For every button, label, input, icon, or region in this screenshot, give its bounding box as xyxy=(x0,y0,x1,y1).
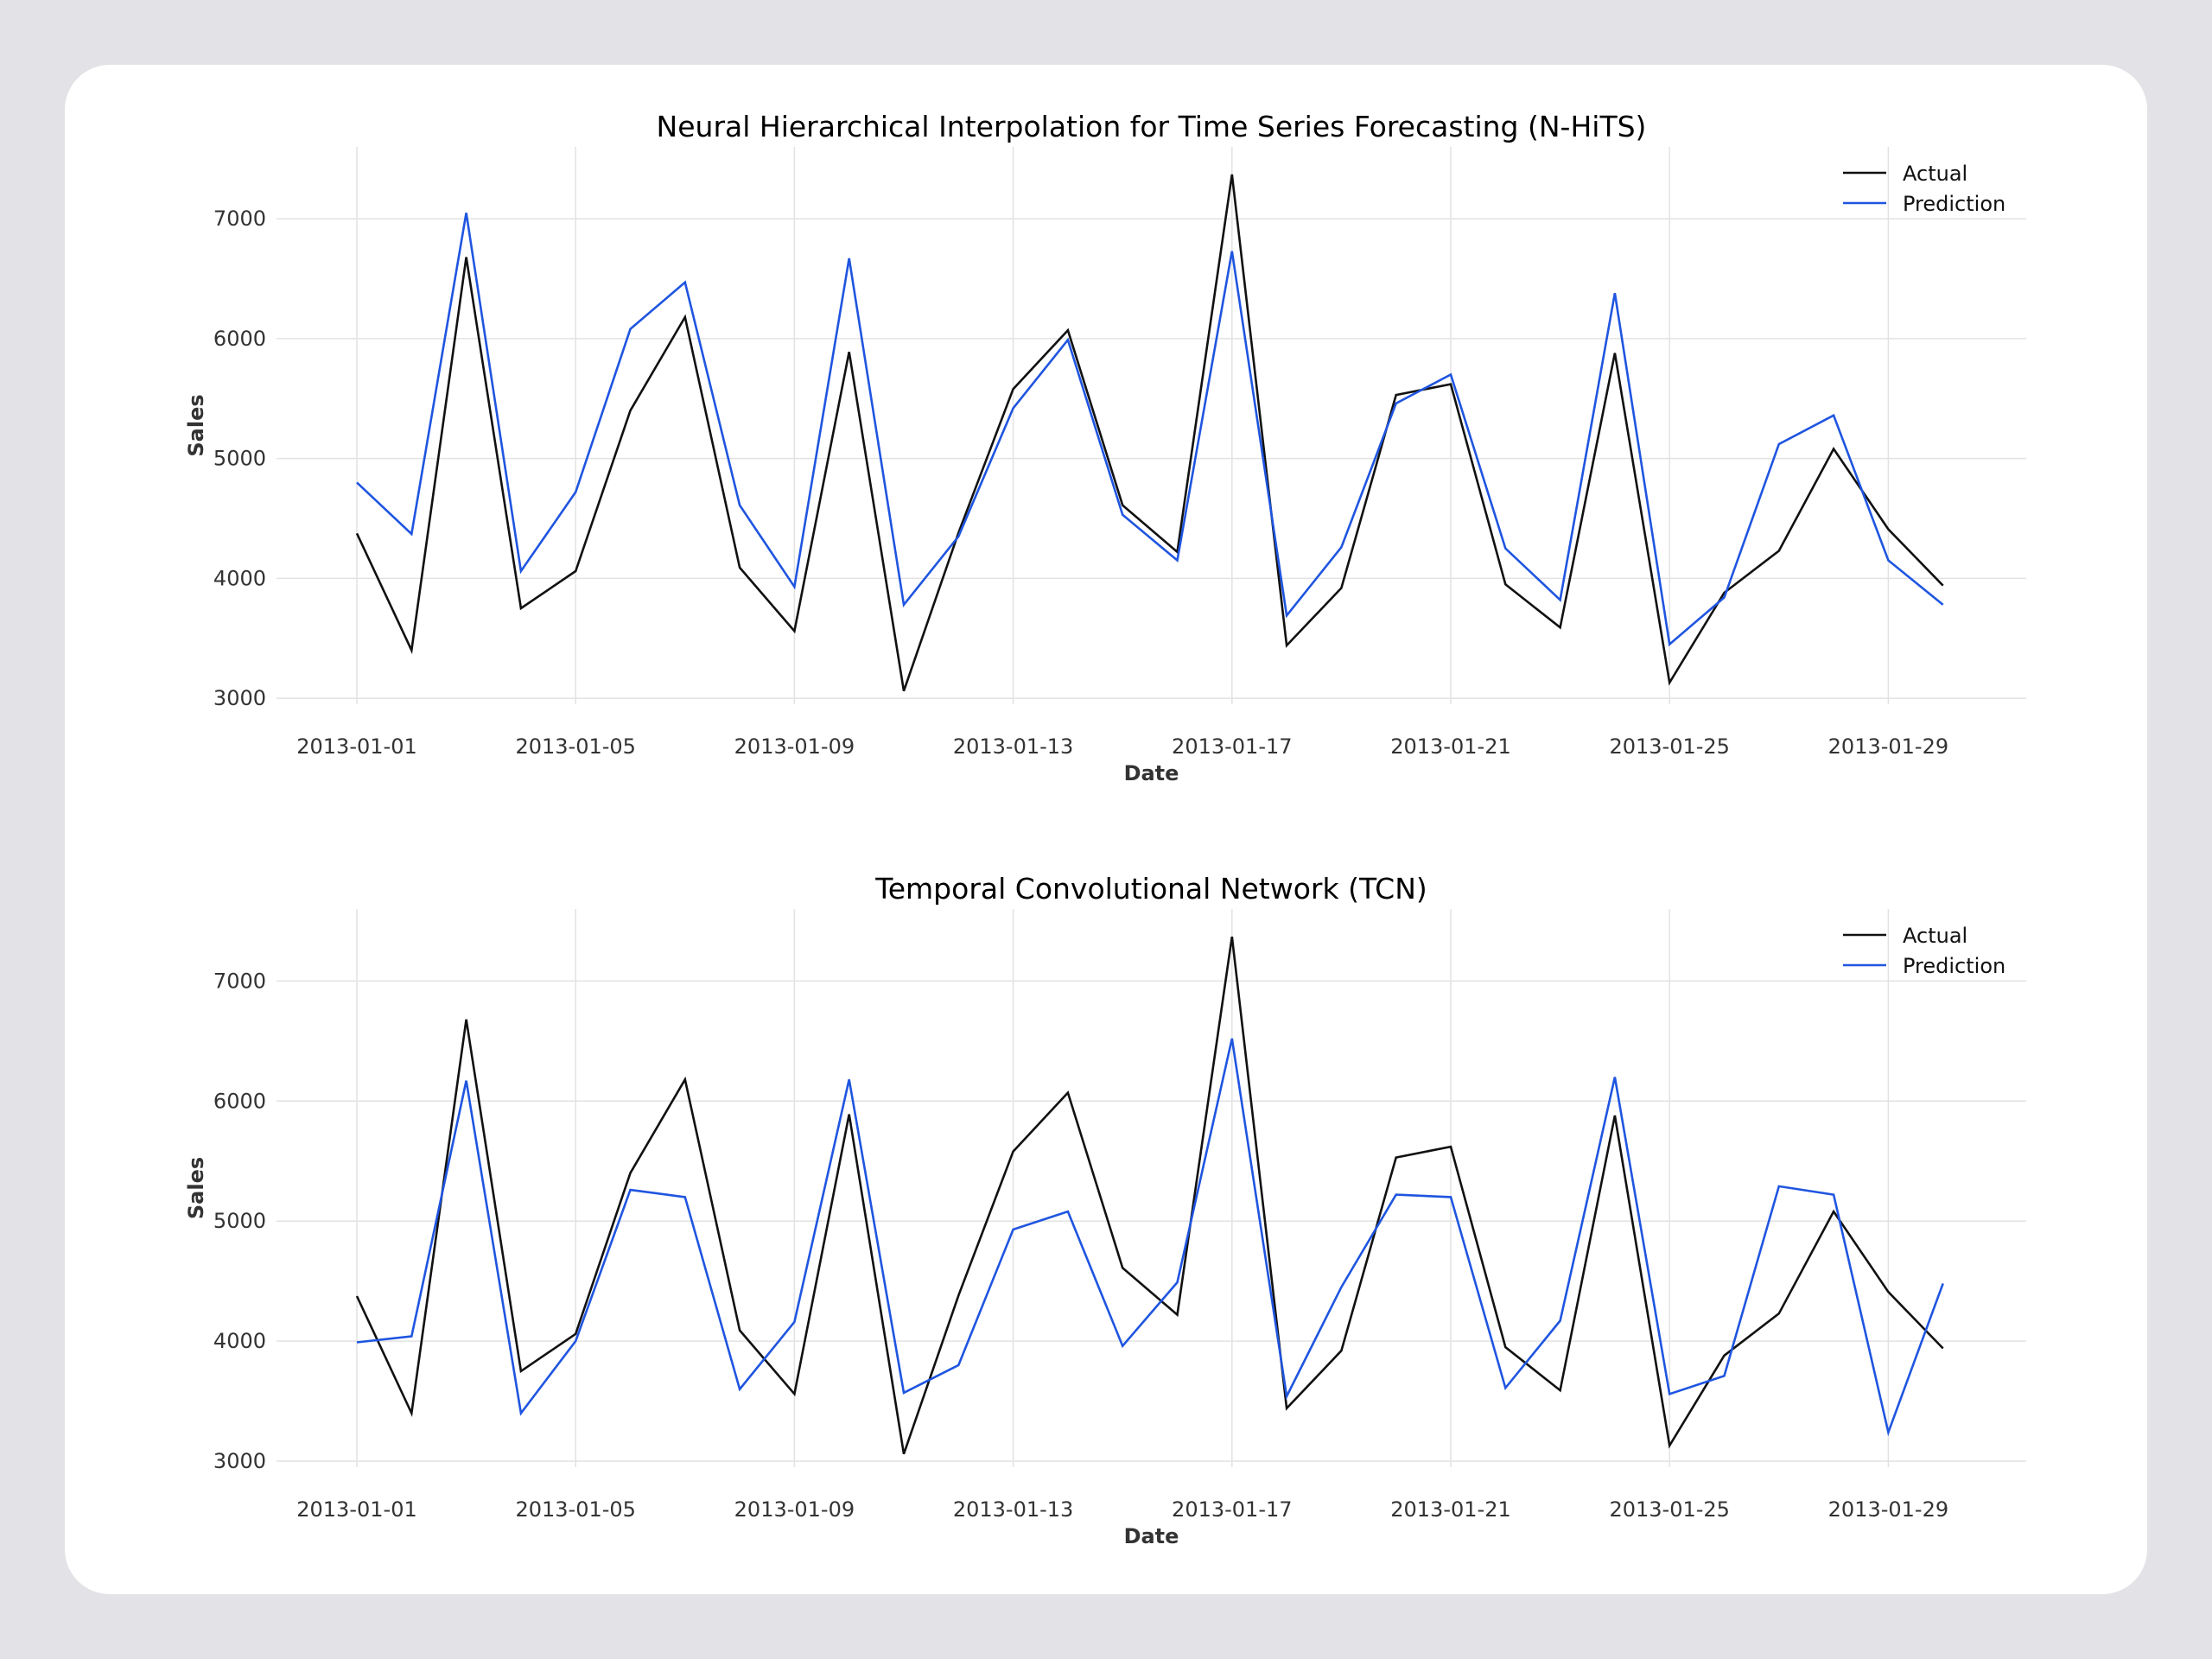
series-line-prediction xyxy=(356,213,1944,647)
x-tick-label: 2013-01-25 xyxy=(1609,1497,1729,1522)
legend-label-actual: Actual xyxy=(1903,924,1967,948)
x-tick-label: 2013-01-09 xyxy=(734,1497,855,1522)
x-tick-label: 2013-01-05 xyxy=(515,1497,635,1522)
y-tick-label: 6000 xyxy=(213,1089,266,1113)
x-tick-label: 2013-01-21 xyxy=(1390,1497,1510,1522)
chart-title: Neural Hierarchical Interpolation for Ti… xyxy=(657,110,1647,143)
y-axis-label: Sales xyxy=(184,1157,208,1219)
y-tick-label: 4000 xyxy=(213,566,266,590)
x-tick-label: 2013-01-13 xyxy=(953,1497,1073,1522)
x-tick-label: 2013-01-29 xyxy=(1828,1497,1948,1522)
legend-label-prediction: Prediction xyxy=(1903,954,2005,978)
legend-label-prediction: Prediction xyxy=(1903,192,2005,216)
y-tick-label: 5000 xyxy=(213,1209,266,1233)
x-axis-label: Date xyxy=(1124,1524,1179,1548)
series-line-actual xyxy=(355,936,1944,1455)
y-tick-label: 6000 xyxy=(213,327,266,351)
x-tick-label: 2013-01-01 xyxy=(296,1497,416,1522)
figure-card xyxy=(65,65,2147,1594)
x-tick-label: 2013-01-09 xyxy=(734,734,855,759)
y-axis-label: Sales xyxy=(184,394,208,456)
series-line-actual xyxy=(355,174,1944,692)
y-tick-label: 7000 xyxy=(213,207,266,231)
legend-label-actual: Actual xyxy=(1903,162,1967,186)
x-tick-label: 2013-01-05 xyxy=(515,734,635,759)
x-axis-label: Date xyxy=(1124,761,1179,785)
y-tick-label: 3000 xyxy=(213,686,266,710)
y-tick-label: 4000 xyxy=(213,1329,266,1353)
chart-title: Temporal Convolutional Network (TCN) xyxy=(874,872,1427,906)
x-tick-label: 2013-01-29 xyxy=(1828,734,1948,759)
y-tick-label: 5000 xyxy=(213,447,266,471)
x-tick-label: 2013-01-25 xyxy=(1609,734,1729,759)
series-line-prediction xyxy=(356,1038,1944,1437)
x-tick-label: 2013-01-13 xyxy=(953,734,1073,759)
y-tick-label: 7000 xyxy=(213,969,266,993)
x-tick-label: 2013-01-21 xyxy=(1390,734,1510,759)
y-tick-label: 3000 xyxy=(213,1449,266,1473)
x-tick-label: 2013-01-17 xyxy=(1172,734,1292,759)
x-tick-label: 2013-01-01 xyxy=(296,734,416,759)
x-tick-label: 2013-01-17 xyxy=(1172,1497,1292,1522)
